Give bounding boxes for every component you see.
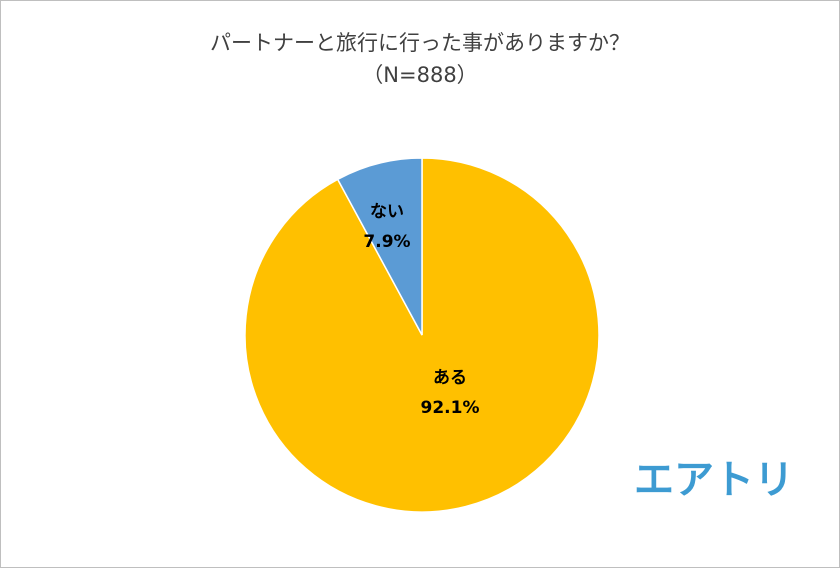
slice-value-label: 7.9% [363, 232, 410, 252]
slice-category-label: ない [370, 202, 404, 222]
chart-title: パートナーと旅行に行った事がありますか？ [210, 31, 630, 55]
slice-value-label: 92.1% [421, 398, 480, 418]
chart-subtitle: （N=888） [362, 63, 477, 87]
logo: エアトリ [634, 457, 794, 503]
pie-slice [336, 157, 423, 336]
slice-category-label: ある [433, 368, 467, 388]
